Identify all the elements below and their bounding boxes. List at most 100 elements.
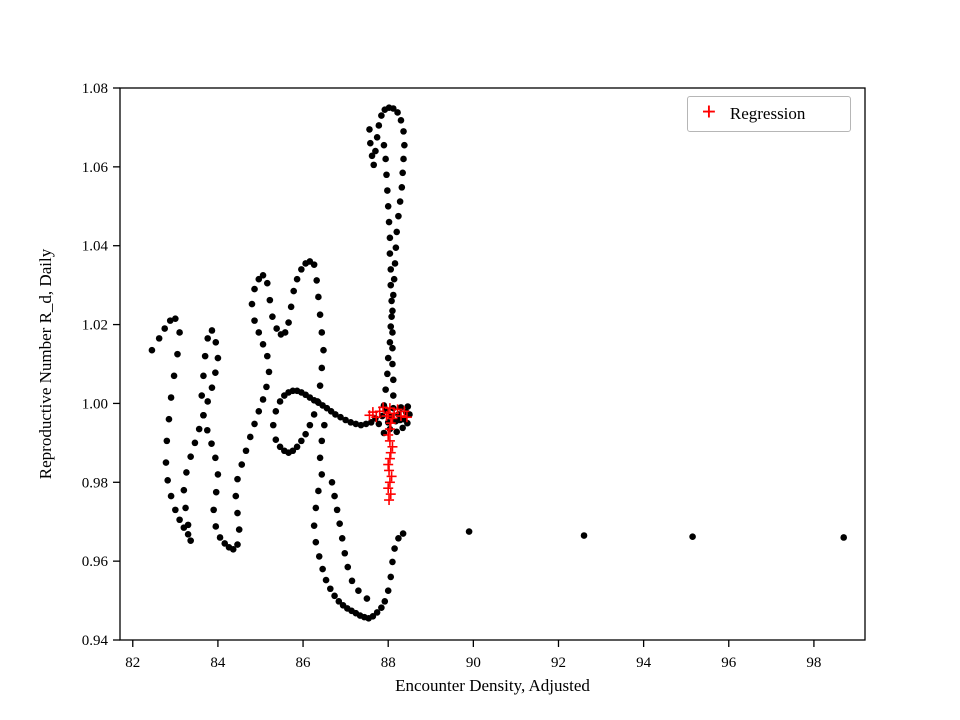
data-point [386,250,394,257]
data-point [336,520,343,527]
data-point [263,279,271,287]
data-point [251,285,258,293]
data-point [298,266,305,273]
data-point [384,370,391,378]
data-point [400,128,407,135]
data-point [399,169,406,177]
data-point [242,447,250,455]
data-point [318,364,326,372]
data-point [373,133,381,141]
x-tick-label: 88 [381,655,396,671]
data-point [398,184,406,191]
data-point [200,372,207,380]
data-point [174,350,181,358]
data-point [389,344,396,352]
data-point [163,437,171,445]
data-point [167,394,175,401]
data-point [386,339,394,346]
data-point [180,486,188,494]
data-point [331,492,338,500]
legend-label: Regression [729,104,806,123]
y-tick-label: 0.94 [82,633,109,649]
data-point [298,437,305,445]
data-point [255,329,263,336]
data-point [255,408,263,415]
data-point [384,587,392,595]
data-point [367,139,374,147]
data-point [259,396,267,403]
data-point [214,354,222,362]
data-point [281,329,289,336]
x-tick-label: 86 [296,655,312,671]
data-point [170,372,178,380]
data-point [155,335,163,342]
data-point [355,587,362,595]
x-tick-label: 94 [636,655,652,671]
y-tick-label: 1.02 [82,318,108,334]
data-point [310,261,318,268]
data-point [389,307,396,315]
data-point [310,411,318,418]
data-point [381,598,389,605]
data-point [319,565,326,573]
data-point [195,425,203,433]
data-point [397,117,405,124]
data-point [234,509,241,517]
data-point [269,421,277,429]
data-point [401,141,408,149]
data-point [388,297,395,305]
data-point [255,275,263,283]
data-point [399,530,407,537]
data-point [390,376,397,384]
data-point [370,161,378,169]
data-point [276,443,284,451]
data-point [384,187,391,194]
data-point [248,300,256,308]
data-point [393,228,401,236]
data-point [316,311,324,319]
data-point [399,424,406,432]
x-tick-label: 92 [551,655,566,671]
data-point [382,155,389,163]
data-point [368,152,376,160]
data-point [382,386,389,393]
data-point [272,436,280,444]
y-axis-label: Reproductive Number R_d, Daily [36,248,55,480]
data-point [395,534,402,542]
data-point [212,339,220,346]
data-point [689,533,696,540]
data-point [383,171,390,179]
data-point [372,147,379,155]
data-point [235,526,243,533]
data-point [318,437,326,445]
data-point [369,613,377,620]
data-point [259,271,267,279]
data-point [840,534,848,541]
data-point [395,212,402,220]
data-point [318,329,326,336]
data-point [272,408,280,415]
data-point [318,471,326,478]
y-tick-label: 0.96 [82,554,109,570]
data-point [331,592,338,600]
legend: + Regression [687,96,851,132]
data-point [390,275,398,283]
data-point [378,112,385,119]
data-point [337,413,344,421]
data-point [203,426,211,434]
x-tick-label: 90 [466,655,481,671]
data-point [290,287,297,295]
data-point [390,392,397,399]
data-point [375,122,383,129]
data-point [580,532,588,539]
data-point [216,534,224,541]
x-tick-label: 82 [125,655,140,671]
data-point [394,109,401,116]
data-point [363,595,371,602]
data-point [221,540,229,547]
data-point [259,340,267,348]
data-point [315,293,322,301]
data-point [313,277,320,284]
data-point [184,521,192,529]
y-tick-label: 1.06 [82,160,109,176]
